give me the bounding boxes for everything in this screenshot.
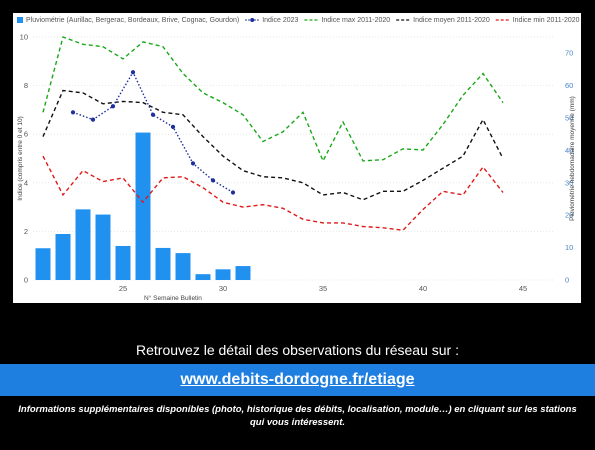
legend-label-0: Pluviométrie (Aurillac, Bergerac, Bordea…	[26, 17, 239, 24]
series-point-indice-2023-4	[150, 112, 156, 117]
series-line-indice-min-2011-2020	[42, 155, 504, 231]
x-tick-4: 45	[519, 284, 527, 293]
rainfall-bar-week-22	[55, 233, 71, 280]
y-left-tick-0: 0	[24, 276, 28, 285]
chart-panel: 0 2 4 6 8 10 0 10 20 30 40 50 60 70 25 30 35 40 45 N° Semai…	[13, 13, 581, 303]
legend-label-3: Indice moyen 2011-2020	[413, 17, 490, 24]
series-point-indice-2023-8	[230, 190, 236, 195]
series-point-indice-2023-5	[170, 124, 176, 130]
y-left-tick-2: 4	[24, 178, 28, 187]
legend-label-1: Indice 2023	[262, 17, 298, 24]
x-tick-0: 25	[119, 284, 127, 293]
y-left-tick-1: 2	[24, 227, 28, 236]
rainfall-bar-week-23	[75, 209, 91, 280]
series-point-indice-2023-2	[110, 104, 116, 109]
footnote: Informations supplémentaires disponibles…	[18, 404, 577, 428]
y-right-axis-title: Pluviométrie hebdomadaire moyenne (mm)	[569, 96, 576, 221]
y-left-axis-title: Indice (compris entre 0 et 10)	[17, 116, 24, 201]
series-line-indice-2023	[72, 70, 234, 194]
legend-label-2: Indice max 2011-2020	[321, 17, 390, 24]
y-right-tick-5: 50	[565, 114, 573, 123]
series-point-indice-2023-3	[130, 70, 136, 75]
link-banner: www.debits-dordogne.fr/etiage	[0, 364, 595, 396]
y-left-tick-4: 8	[24, 81, 28, 90]
y-right-tick-7: 70	[565, 49, 573, 58]
series-line-indice-max-2011-2020	[42, 36, 504, 163]
rainfall-bar-week-21	[35, 248, 51, 280]
x-tick-3: 40	[419, 284, 427, 293]
y-right-tick-2: 20	[565, 211, 573, 220]
x-tick-2: 35	[319, 284, 327, 293]
rainfall-index-chart: 0 2 4 6 8 10 0 10 20 30 40 50 60 70 25 30 35 40 45 N° Semai…	[17, 17, 580, 302]
x-tick-1: 30	[219, 284, 227, 293]
y-left-tick-5: 10	[20, 33, 28, 42]
x-axis-title: N° Semaine Bulletin	[144, 294, 202, 302]
rainfall-bar-week-25	[115, 245, 131, 280]
rainfall-bar-week-28	[175, 253, 191, 280]
rainfall-bar-week-29	[195, 274, 211, 280]
legend-marker-1	[250, 18, 255, 22]
series-point-indice-2023-7	[210, 178, 216, 183]
info-text: Retrouvez le détail des observations du …	[136, 342, 459, 358]
legend-swatch-0	[17, 17, 23, 23]
series-line-indice-moyen-2011-2020	[42, 89, 504, 201]
rainfall-bar-week-24	[95, 214, 111, 280]
rainfall-bar-week-26	[135, 132, 151, 280]
y-right-tick-1: 10	[565, 243, 573, 252]
legend-label-4: Indice min 2011-2020	[513, 17, 580, 24]
series-point-indice-2023-6	[190, 161, 196, 166]
rainfall-bar-week-27	[155, 247, 171, 280]
website-link[interactable]: www.debits-dordogne.fr/etiage	[180, 371, 415, 388]
y-right-tick-6: 60	[565, 81, 573, 90]
y-right-tick-4: 40	[565, 146, 573, 155]
rainfall-bar-week-31	[235, 266, 251, 280]
y-right-tick-3: 30	[565, 178, 573, 187]
y-left-tick-3: 6	[24, 130, 28, 139]
rainfall-bar-week-30	[215, 269, 231, 280]
series-point-indice-2023-0	[70, 110, 76, 115]
y-right-tick-0: 0	[565, 276, 569, 285]
series-point-indice-2023-1	[90, 117, 96, 122]
